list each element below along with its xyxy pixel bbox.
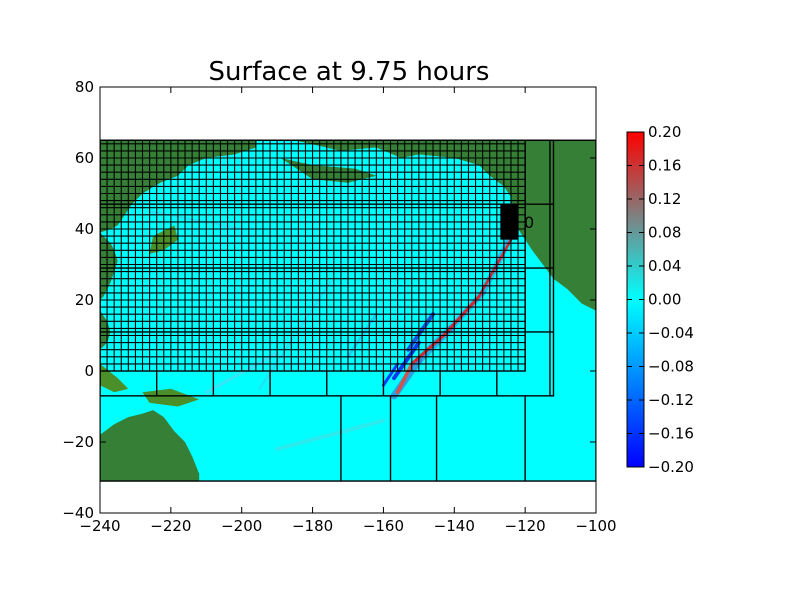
x-tick-label: −120 bbox=[505, 517, 546, 535]
y-tick-label: 60 bbox=[75, 149, 94, 167]
colorbar-tick-label: −0.08 bbox=[648, 358, 694, 376]
colorbar-tick-label: 0.20 bbox=[648, 123, 681, 141]
wave-ripple bbox=[148, 210, 243, 230]
x-tick-label: −200 bbox=[221, 517, 262, 535]
colorbar-tick-label: 0.08 bbox=[648, 224, 681, 242]
land-asia-north bbox=[100, 140, 256, 233]
colorbar: −0.20 −0.16 −0.12 −0.08 −0.04 0.00 0.04 0.08 0.1… bbox=[626, 123, 694, 476]
wave-ripple bbox=[275, 418, 386, 452]
colorbar-tick-label: 0.04 bbox=[648, 257, 681, 275]
axes: −240 −220 −200 −180 −160 −140 −120 −100−40−2002… bbox=[62, 78, 616, 535]
wave-trough bbox=[381, 362, 400, 387]
colorbar-tick-label: 0.12 bbox=[648, 190, 681, 208]
wave-trough bbox=[392, 340, 421, 381]
x-tick-label: −140 bbox=[434, 517, 475, 535]
colorbar-tick-label: 0.00 bbox=[648, 291, 681, 309]
plot-area: 0 bbox=[100, 87, 596, 513]
x-tick-label: −220 bbox=[150, 517, 191, 535]
grid-patch-3 bbox=[100, 139, 526, 372]
y-tick-label: 80 bbox=[75, 78, 94, 96]
land-philippines bbox=[100, 310, 111, 350]
x-tick-label: −180 bbox=[292, 517, 333, 535]
colorbar-tick-label: −0.20 bbox=[648, 458, 694, 476]
x-tick-label: −100 bbox=[575, 517, 616, 535]
gauge-marker bbox=[500, 204, 519, 240]
y-tick-label: −20 bbox=[62, 433, 94, 451]
x-tick-label: −160 bbox=[363, 517, 404, 535]
patch-boundaries bbox=[100, 139, 596, 482]
land-aleutian-rim bbox=[280, 158, 377, 183]
gauge-label: 0 bbox=[524, 213, 534, 232]
colorbar-tick-label: −0.04 bbox=[648, 324, 694, 342]
colorbar-tick-label: 0.16 bbox=[648, 157, 681, 175]
y-tick-label: 20 bbox=[75, 291, 94, 309]
y-tick-label: 40 bbox=[75, 220, 94, 238]
wave-front bbox=[395, 362, 414, 395]
chart-title: Surface at 9.75 hours bbox=[209, 57, 490, 87]
land-asia-east bbox=[100, 232, 118, 300]
wave-ripple bbox=[204, 351, 279, 394]
land-north-america bbox=[294, 140, 596, 311]
y-tick-label: 0 bbox=[84, 362, 94, 380]
y-tick-label: −40 bbox=[62, 504, 94, 522]
heatmap-group: 0 bbox=[100, 87, 596, 513]
colorbar-tick-label: −0.16 bbox=[648, 425, 694, 443]
colorbar-tick-label: −0.12 bbox=[648, 391, 694, 409]
x-tick-label: −240 bbox=[79, 517, 120, 535]
fine-grid bbox=[100, 140, 526, 372]
land-australia bbox=[100, 410, 200, 482]
